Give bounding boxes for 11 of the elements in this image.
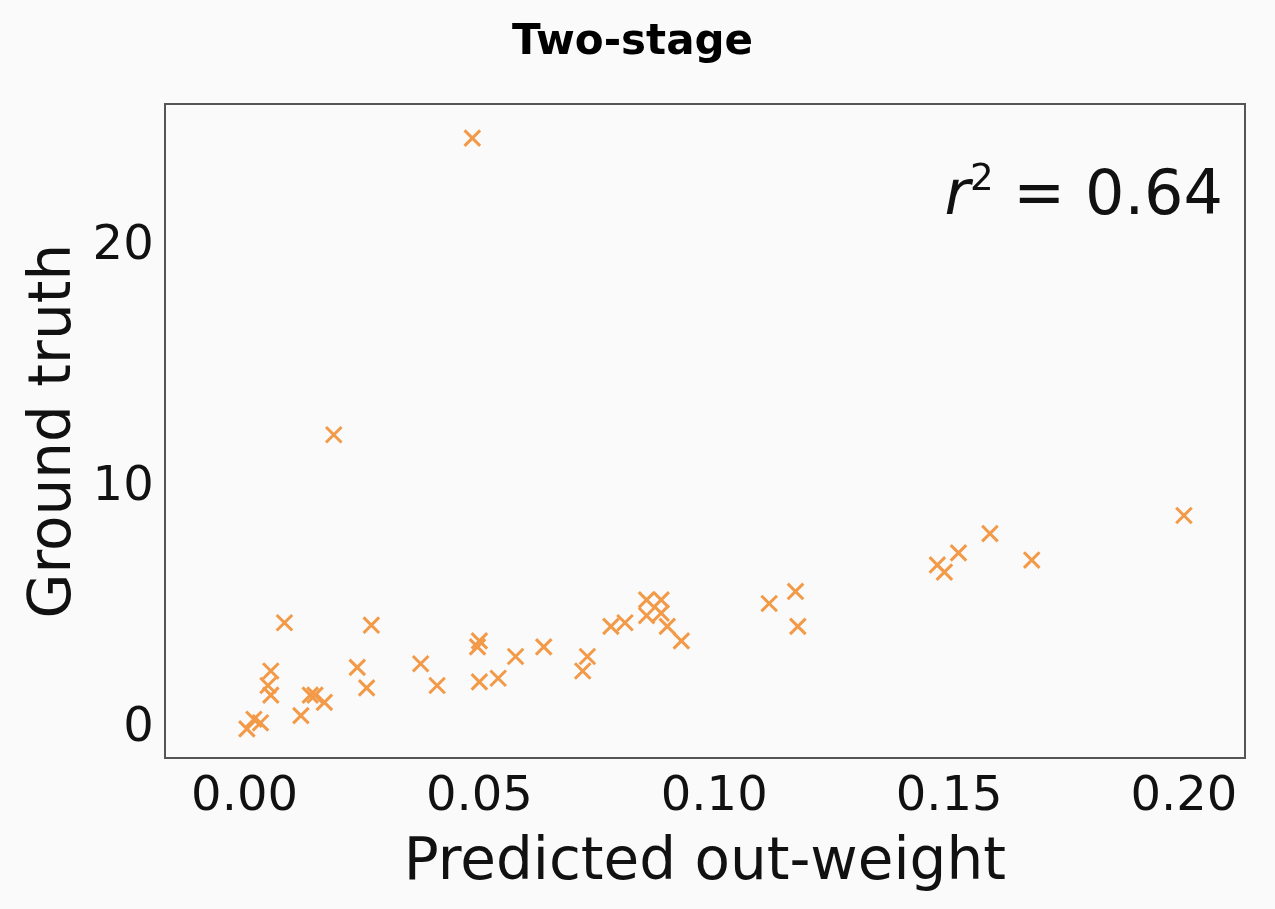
x-axis-title: Predicted out-weight <box>403 825 1006 894</box>
x-tick-label: 0.05 <box>425 765 533 822</box>
y-tick-label: 10 <box>92 455 154 512</box>
x-tick-label: 0.15 <box>895 765 1003 822</box>
x-tick-label: 0.10 <box>660 765 768 822</box>
y-axis-title: Ground truth <box>15 243 84 619</box>
chart-title: Two-stage <box>511 15 754 65</box>
y-tick-label: 20 <box>92 214 154 271</box>
x-tick-label: 0.00 <box>191 765 298 822</box>
y-tick-label: 0 <box>123 696 154 753</box>
x-tick-label: 0.20 <box>1130 765 1238 822</box>
